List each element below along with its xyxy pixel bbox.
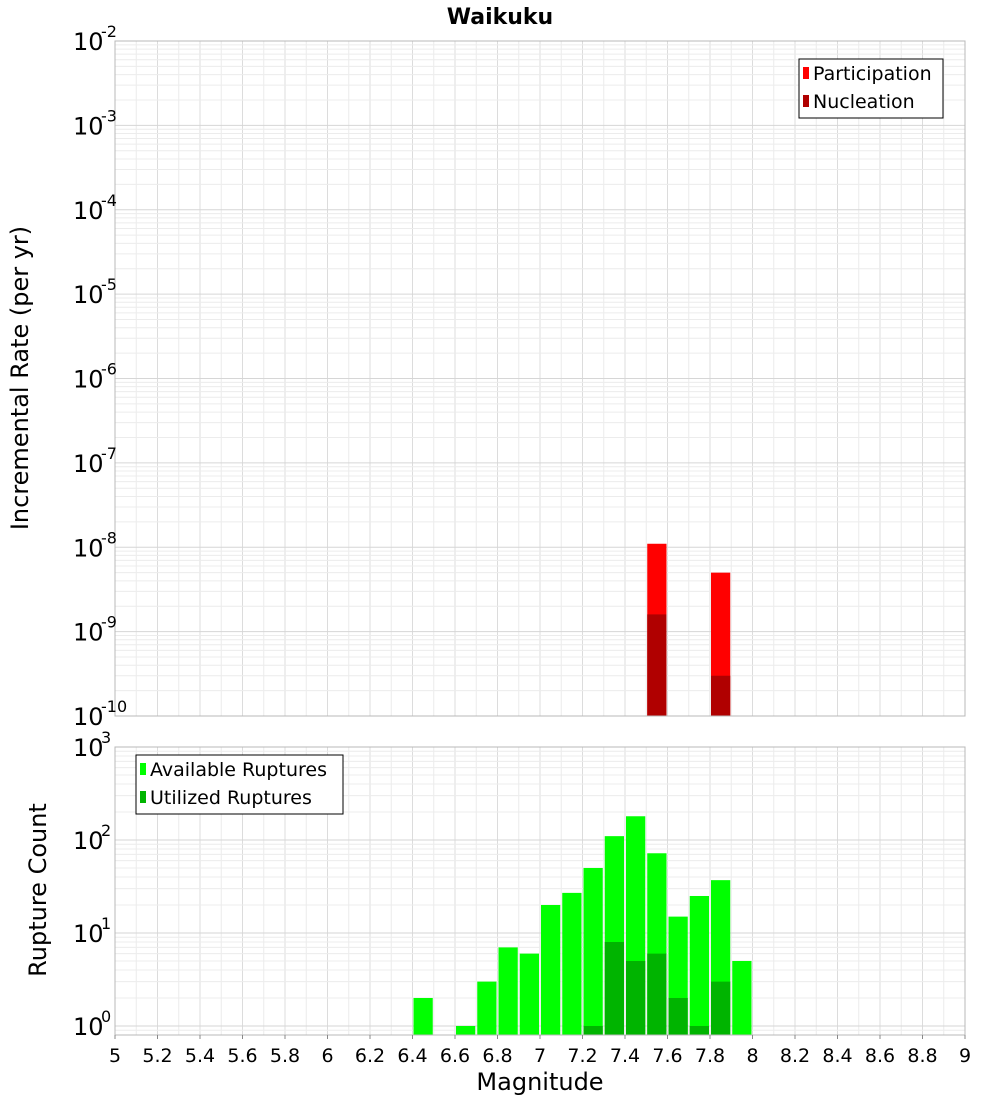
top-y-tick-label: 10 xyxy=(73,366,104,394)
top-y-tick-label: 10 xyxy=(73,112,104,140)
bottom-bar-available-ruptures xyxy=(477,981,497,1035)
bottom-y-tick-exponent: 0 xyxy=(101,1007,111,1026)
x-tick-label: 8.6 xyxy=(865,1045,895,1067)
bottom-bar-utilized-ruptures xyxy=(689,1025,709,1035)
bottom-bar-utilized-ruptures xyxy=(604,942,624,1035)
bottom-bar-available-ruptures xyxy=(456,1025,476,1035)
bottom-y-tick-label: 10 xyxy=(73,734,104,762)
x-tick-label: 7.8 xyxy=(695,1045,725,1067)
top-y-tick-exponent: -5 xyxy=(101,275,117,294)
x-tick-label: 7.6 xyxy=(652,1045,682,1067)
top-y-tick-label: 10 xyxy=(73,534,104,562)
x-tick-label: 6 xyxy=(321,1045,333,1067)
x-tick-label: 8 xyxy=(746,1045,758,1067)
top-plot-frame xyxy=(114,40,966,717)
top-y-tick-label: 10 xyxy=(73,450,104,478)
bottom-bar-available-ruptures xyxy=(413,997,433,1035)
x-tick-label: 8.8 xyxy=(907,1045,937,1067)
chart-title: Waikuku xyxy=(447,5,553,30)
bottom-y-tick-label: 10 xyxy=(73,1013,104,1041)
bottom-legend-swatch xyxy=(140,763,146,775)
x-tick-label: 7.2 xyxy=(567,1045,597,1067)
bottom-bar-available-ruptures xyxy=(732,960,752,1035)
x-tick-label: 9 xyxy=(959,1045,971,1067)
top-y-tick-exponent: -7 xyxy=(101,444,117,463)
bottom-y-axis-label: Rupture Count xyxy=(24,803,52,977)
bottom-bar-utilized-ruptures xyxy=(626,960,646,1035)
bottom-y-tick-label: 10 xyxy=(73,920,104,948)
bottom-bar-available-ruptures xyxy=(498,947,518,1035)
top-legend: Participation Nucleation xyxy=(798,58,944,119)
bottom-bar-utilized-ruptures xyxy=(647,953,667,1035)
x-tick-label: 5.4 xyxy=(185,1045,215,1067)
top-y-tick-exponent: -6 xyxy=(101,360,117,379)
top-y-tick-exponent: -3 xyxy=(101,106,117,125)
top-legend-label: Participation xyxy=(813,63,932,85)
x-tick-label: 7 xyxy=(534,1045,546,1067)
top-y-tick-exponent: -4 xyxy=(101,191,117,210)
top-bar-nucleation xyxy=(711,675,731,716)
bottom-legend: Available Ruptures Utilized Ruptures xyxy=(135,754,344,815)
x-tick-label: 7.4 xyxy=(610,1045,640,1067)
bottom-bar-available-ruptures xyxy=(519,953,539,1035)
bottom-bar-utilized-ruptures xyxy=(711,981,731,1035)
top-y-tick-label: 10 xyxy=(73,281,104,309)
x-tick-label: 5 xyxy=(109,1045,121,1067)
top-y-tick-label: 10 xyxy=(73,28,104,56)
x-tick-label: 6.6 xyxy=(440,1045,470,1067)
top-y-tick-exponent: -10 xyxy=(101,697,127,716)
x-tick-label: 6.2 xyxy=(355,1045,385,1067)
top-y-tick-exponent: -8 xyxy=(101,528,117,547)
bottom-legend-label: Utilized Ruptures xyxy=(150,787,312,809)
bottom-legend-label: Available Ruptures xyxy=(150,759,327,781)
top-y-tick-label: 10 xyxy=(73,703,104,731)
x-tick-label: 5.6 xyxy=(227,1045,257,1067)
x-tick-label: 8.2 xyxy=(780,1045,810,1067)
top-y-tick-exponent: -9 xyxy=(101,613,117,632)
top-legend-swatch xyxy=(803,67,809,79)
bottom-bar-available-ruptures xyxy=(562,892,582,1035)
top-bar-nucleation xyxy=(647,614,667,716)
x-tick-label: 6.4 xyxy=(397,1045,427,1067)
x-tick-label: 8.4 xyxy=(822,1045,852,1067)
bottom-y-tick-exponent: 2 xyxy=(101,821,111,840)
top-legend-swatch xyxy=(803,95,809,107)
x-tick-label: 5.8 xyxy=(270,1045,300,1067)
x-tick-label: 6.8 xyxy=(482,1045,512,1067)
top-y-tick-exponent: -2 xyxy=(101,22,117,41)
x-tick-label: 5.2 xyxy=(142,1045,172,1067)
top-legend-label: Nucleation xyxy=(813,91,915,113)
x-axis-label: Magnitude xyxy=(476,1068,603,1096)
top-y-tick-label: 10 xyxy=(73,197,104,225)
bottom-bar-available-ruptures xyxy=(541,904,561,1035)
bottom-y-tick-exponent: 3 xyxy=(101,728,111,747)
top-y-tick-label: 10 xyxy=(73,619,104,647)
top-y-axis-label: Incremental Rate (per yr) xyxy=(6,226,34,530)
bottom-legend-swatch xyxy=(140,791,146,803)
bottom-legend-box xyxy=(135,754,344,815)
bottom-bar-available-ruptures xyxy=(689,895,709,1035)
bottom-bar-available-ruptures xyxy=(583,867,603,1035)
bottom-y-tick-exponent: 1 xyxy=(101,914,111,933)
bottom-bar-utilized-ruptures xyxy=(583,1025,603,1035)
top-legend-box xyxy=(798,58,944,119)
bottom-y-tick-label: 10 xyxy=(73,827,104,855)
bottom-bar-utilized-ruptures xyxy=(668,997,688,1035)
